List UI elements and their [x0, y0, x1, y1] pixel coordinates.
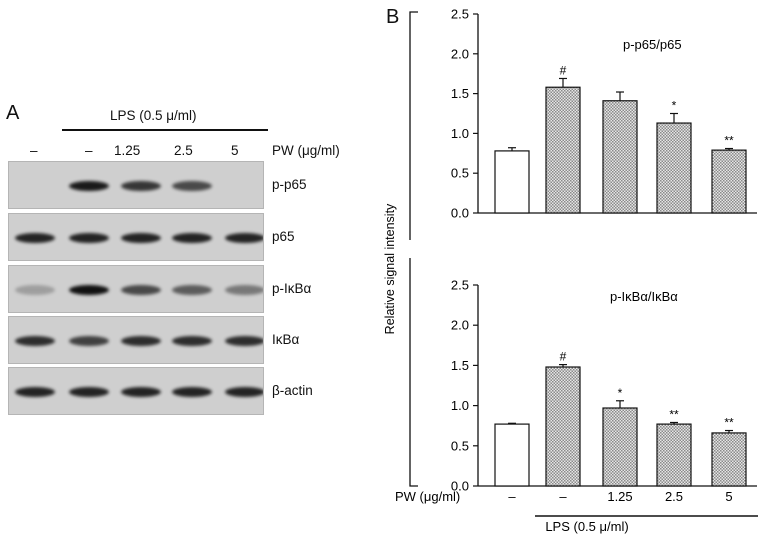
lane-label-3: 1.25 — [114, 143, 141, 158]
blot-strip — [8, 161, 264, 209]
blot-label: p65 — [272, 229, 295, 244]
panel-a-letter: A — [6, 102, 20, 124]
lane-label-4: 2.5 — [174, 143, 193, 158]
blot-label: β-actin — [272, 383, 313, 398]
blot-band — [69, 233, 109, 243]
panel-b-letter: B — [386, 6, 400, 28]
blot-strip — [8, 213, 264, 261]
x-tick-label: – — [508, 489, 516, 504]
blot-strip — [8, 367, 264, 415]
chart-title: p-p65/p65 — [623, 37, 682, 52]
bar — [656, 122, 692, 214]
x-tick-label: 1.25 — [607, 489, 632, 504]
x-tick-label: – — [559, 489, 567, 504]
blot-band — [121, 285, 161, 295]
blot-band — [69, 387, 109, 397]
blot-band — [121, 233, 161, 243]
lane-label-5: 5 — [231, 143, 239, 158]
x-tick-label: 5 — [725, 489, 732, 504]
pw-label-b: PW (μg/ml) — [395, 489, 460, 504]
x-tick-label: 2.5 — [665, 489, 683, 504]
y-tick-label: 2.5 — [451, 278, 469, 293]
y-tick-label: 1.5 — [451, 86, 469, 101]
left-bracket-bottom — [409, 258, 418, 487]
significance-marker: ** — [724, 134, 734, 148]
blot-label: p-IκBα — [272, 281, 312, 296]
left-bracket-top — [409, 11, 418, 240]
blot-strip — [8, 265, 264, 313]
blot-band — [225, 336, 263, 346]
blot-band — [225, 285, 263, 295]
blot-label: IκBα — [272, 332, 300, 347]
bar — [711, 149, 747, 214]
blot-band — [15, 285, 55, 295]
blot-band — [121, 387, 161, 397]
significance-marker: ** — [669, 407, 679, 421]
blot-label: p-p65 — [272, 177, 307, 192]
bar — [602, 100, 638, 214]
y-tick-label: 1.5 — [451, 358, 469, 373]
y-tick-label: 0.0 — [451, 206, 469, 221]
lps-bracket-line-a — [62, 129, 268, 131]
lps-label-a: LPS (0.5 μ/ml) — [110, 108, 197, 123]
blot-band — [15, 387, 55, 397]
y-tick-label: 0.5 — [451, 438, 469, 453]
bar — [545, 366, 581, 487]
blot-band — [121, 181, 161, 191]
blot-band — [172, 233, 212, 243]
bar — [494, 423, 530, 487]
pw-label-a: PW (μg/ml) — [272, 143, 340, 158]
y-tick-label: 1.0 — [451, 398, 469, 413]
lane-label-2: – — [85, 143, 93, 158]
blot-band — [69, 336, 109, 346]
bar — [711, 432, 747, 487]
lane-label-1: – — [30, 143, 38, 158]
significance-marker: * — [618, 386, 623, 400]
bar — [494, 150, 530, 214]
y-tick-label: 2.0 — [451, 318, 469, 333]
significance-marker: ** — [724, 416, 734, 430]
blot-band — [69, 181, 109, 191]
lps-label-b: LPS (0.5 μ/ml) — [545, 519, 628, 534]
blot-band — [121, 336, 161, 346]
blot-band — [172, 181, 212, 191]
blot-band — [15, 336, 55, 346]
bar — [656, 423, 692, 487]
blot-band — [172, 285, 212, 295]
y-tick-label: 0.0 — [451, 479, 469, 494]
significance-marker: * — [672, 99, 677, 113]
y-axis-label: Relative signal intensity — [383, 203, 397, 334]
chart-title: p-IκBα/IκBα — [610, 289, 678, 304]
blot-band — [172, 336, 212, 346]
blot-band — [172, 387, 212, 397]
significance-marker: # — [560, 350, 567, 364]
bar — [602, 407, 638, 487]
bar — [545, 86, 581, 214]
blot-band — [225, 233, 263, 243]
blot-band — [225, 387, 263, 397]
significance-marker: # — [560, 63, 567, 77]
y-tick-label: 2.0 — [451, 46, 469, 61]
blot-band — [69, 285, 109, 295]
y-tick-label: 2.5 — [451, 7, 469, 22]
y-tick-label: 1.0 — [451, 126, 469, 141]
blot-band — [15, 233, 55, 243]
blot-strip — [8, 316, 264, 364]
y-tick-label: 0.5 — [451, 166, 469, 181]
